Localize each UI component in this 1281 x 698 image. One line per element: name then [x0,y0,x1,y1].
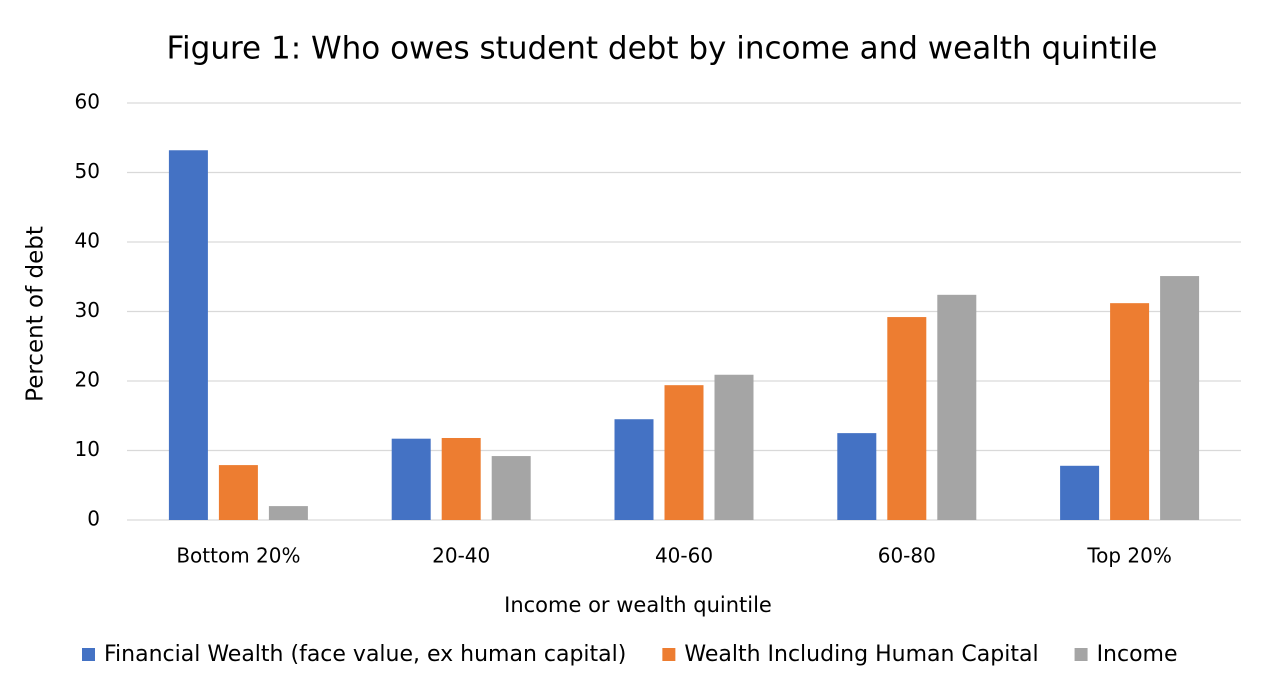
bar [1160,276,1200,520]
x-tick-label: Bottom 20% [176,544,300,568]
y-tick-label: 60 [75,90,100,114]
x-tick-label: Top 20% [1086,544,1172,568]
legend-label: Financial Wealth (face value, ex human c… [104,642,626,667]
y-tick-label: 30 [75,298,100,322]
bar [614,419,654,520]
legend-swatch [1074,648,1088,661]
y-tick-label: 40 [75,229,100,253]
legend-swatch [82,648,95,661]
legend-swatch [662,648,676,661]
x-tick-label: 20-40 [432,544,490,568]
chart-title: Figure 1: Who owes student debt by incom… [166,31,1157,67]
y-tick-label: 20 [75,368,100,392]
bar [1060,465,1100,520]
y-tick-label: 0 [87,507,100,531]
bar [168,150,208,520]
bar [937,294,977,520]
x-tick-label: 40-60 [655,544,713,568]
bar [1110,303,1150,520]
y-tick-label: 10 [75,437,100,461]
y-axis-title: Percent of debt [23,226,49,402]
legend-label: Income [1097,642,1178,667]
bar [391,438,431,520]
bar [837,433,877,520]
bar [268,506,308,520]
bar [664,385,704,520]
bar [441,437,481,520]
bar [218,465,258,520]
bar [887,317,927,520]
bar [714,374,754,520]
x-axis-title: Income or wealth quintile [504,593,772,617]
x-tick-label: 60-80 [878,544,936,568]
legend-label: Wealth Including Human Capital [684,642,1038,667]
bar [491,456,531,520]
y-tick-label: 50 [75,159,100,183]
